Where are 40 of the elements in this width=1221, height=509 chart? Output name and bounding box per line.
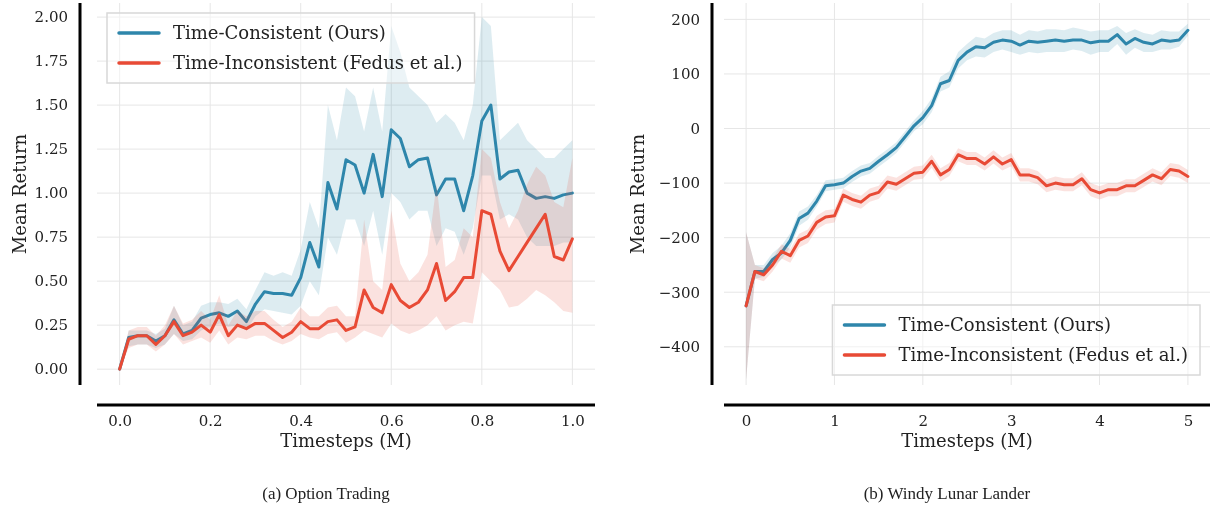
x-tick-label: 0.2 <box>198 411 223 430</box>
y-tick-label: 1.25 <box>34 140 68 159</box>
x-tick-label: 4 <box>1095 411 1105 430</box>
legend-label: Time-Inconsistent (Fedus et al.) <box>898 344 1188 365</box>
x-tick-label: 0.0 <box>108 411 133 430</box>
x-tick-label: 1 <box>830 411 840 430</box>
x-tick-label: 5 <box>1183 411 1194 430</box>
legend-label: Time-Inconsistent (Fedus et al.) <box>173 52 463 73</box>
x-tick-label: 1.0 <box>560 411 585 430</box>
y-tick-label: 0.00 <box>34 360 68 379</box>
legend-label: Time-Consistent (Ours) <box>898 314 1112 335</box>
x-tick-label: 2 <box>918 411 929 430</box>
x-axis-title: Timesteps (M) <box>901 430 1033 451</box>
text: (b) Windy Lunar Lander <box>863 484 1031 503</box>
y-tick-label: 200 <box>671 10 700 29</box>
y-tick-label: 2.00 <box>34 8 68 27</box>
y-axis-title: Mean Return <box>9 133 30 255</box>
text: (a) Option Trading <box>262 484 391 503</box>
x-axis-title: Timesteps (M) <box>280 430 412 451</box>
x-tick-label: 3 <box>1006 411 1017 430</box>
y-tick-label: 0.50 <box>34 272 68 291</box>
y-tick-label: 0.75 <box>34 228 68 247</box>
x-tick-label: 0.4 <box>289 411 314 430</box>
y-tick-label: −400 <box>658 338 700 357</box>
y-tick-label: 0 <box>690 119 700 138</box>
x-tick-label: 0.8 <box>470 411 495 430</box>
y-tick-label: 0.25 <box>34 316 68 335</box>
y-tick-label: 100 <box>671 65 700 84</box>
y-tick-label: −100 <box>658 174 700 193</box>
y-axis-title: Mean Return <box>627 133 648 255</box>
y-tick-label: −200 <box>658 228 700 247</box>
y-tick-label: 1.00 <box>34 184 68 203</box>
line-series <box>744 153 1190 308</box>
x-tick-label: 0.6 <box>379 411 404 430</box>
legend-label: Time-Consistent (Ours) <box>173 22 386 43</box>
y-tick-label: 1.50 <box>34 96 68 115</box>
line-series <box>118 209 574 371</box>
x-tick-label: 0 <box>741 411 752 430</box>
y-tick-label: −300 <box>658 283 700 302</box>
y-tick-label: 1.75 <box>34 52 68 71</box>
